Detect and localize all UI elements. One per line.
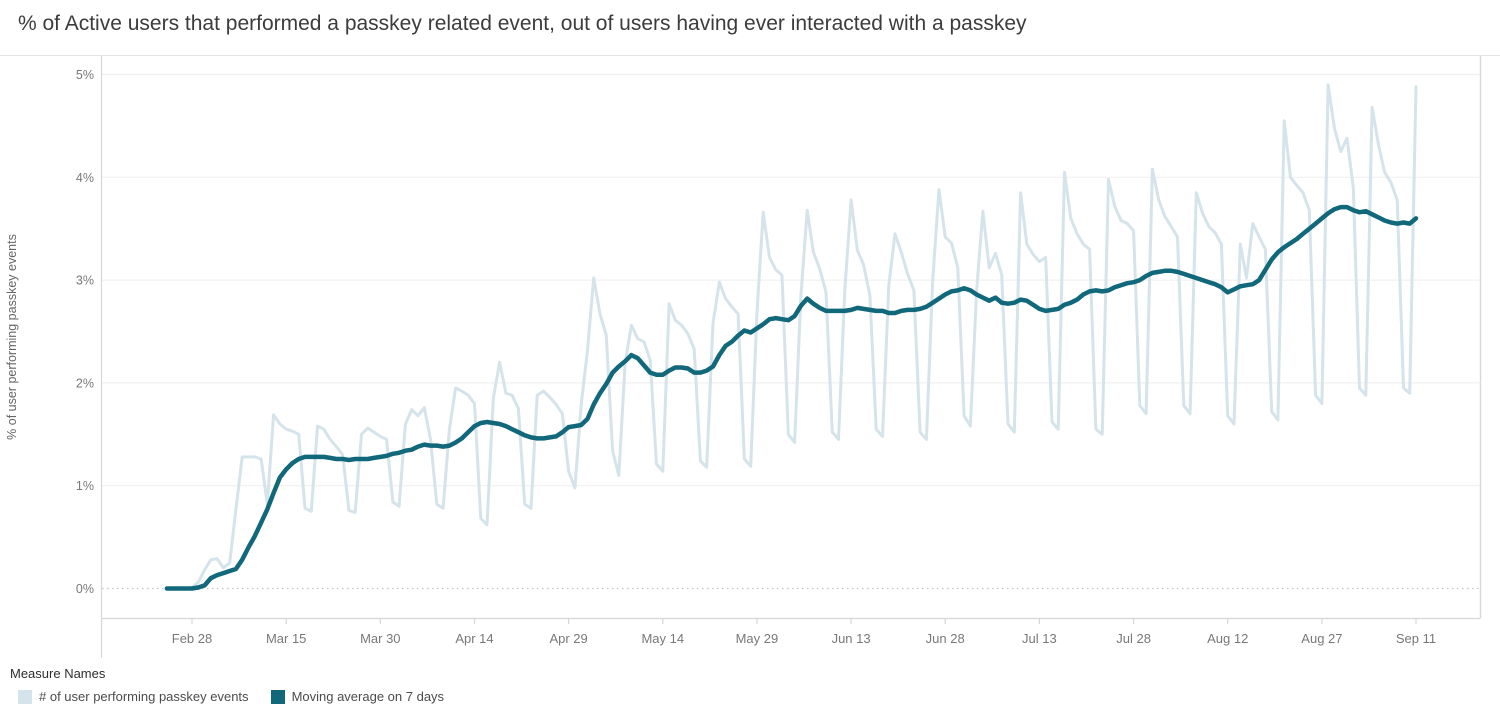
y-tick-label: 3% [76,274,94,288]
x-tick-label: Mar 15 [266,631,306,646]
y-axis-title: % of user performing passkey events [5,234,19,440]
x-tick-label: Aug 12 [1207,631,1248,646]
legend-items: # of user performing passkey events Movi… [18,689,466,704]
y-tick-label: 5% [76,68,94,82]
daily-series-line[interactable] [165,83,1418,590]
moving-average-line[interactable] [164,204,1419,591]
moving-average-swatch-icon[interactable] [270,689,285,704]
x-tick-label: Feb 28 [172,631,212,646]
x-tick-label: Jul 13 [1022,631,1057,646]
x-tick-label: Apr 29 [549,631,587,646]
x-tick-label: Jun 13 [832,631,871,646]
legend-item-daily[interactable]: # of user performing passkey events [18,689,249,704]
x-tick-label: Mar 30 [360,631,400,646]
x-tick-label: Jun 28 [926,631,965,646]
legend: Measure Names # of user performing passk… [10,666,466,704]
x-tick-label: Aug 27 [1301,631,1342,646]
legend-title: Measure Names [10,666,106,681]
y-tick-label: 4% [76,171,94,185]
x-tick-label: Apr 14 [455,631,493,646]
x-tick-label: May 14 [641,631,684,646]
y-tick-label: 1% [76,479,94,493]
x-tick-label: May 29 [736,631,779,646]
line-chart[interactable]: 0% 1% 2% 3% 4% 5% Feb 28 Mar 15 Mar 30 Apr 14 Apr … [0,0,1500,662]
legend-item-moving-average[interactable]: Moving average on 7 days [270,689,445,704]
legend-item-label: # of user performing passkey events [39,689,249,704]
y-tick-label: 2% [76,376,94,390]
title-bar: % of Active users that performed a passk… [0,0,1500,55]
x-tick-label: Sep 11 [1396,631,1436,646]
x-tick-label: Jul 28 [1116,631,1151,646]
chart-title: % of Active users that performed a passk… [18,12,1027,35]
legend-item-label: Moving average on 7 days [291,689,445,704]
daily-series-swatch-icon[interactable] [18,689,32,704]
y-tick-label: 0% [76,582,94,596]
